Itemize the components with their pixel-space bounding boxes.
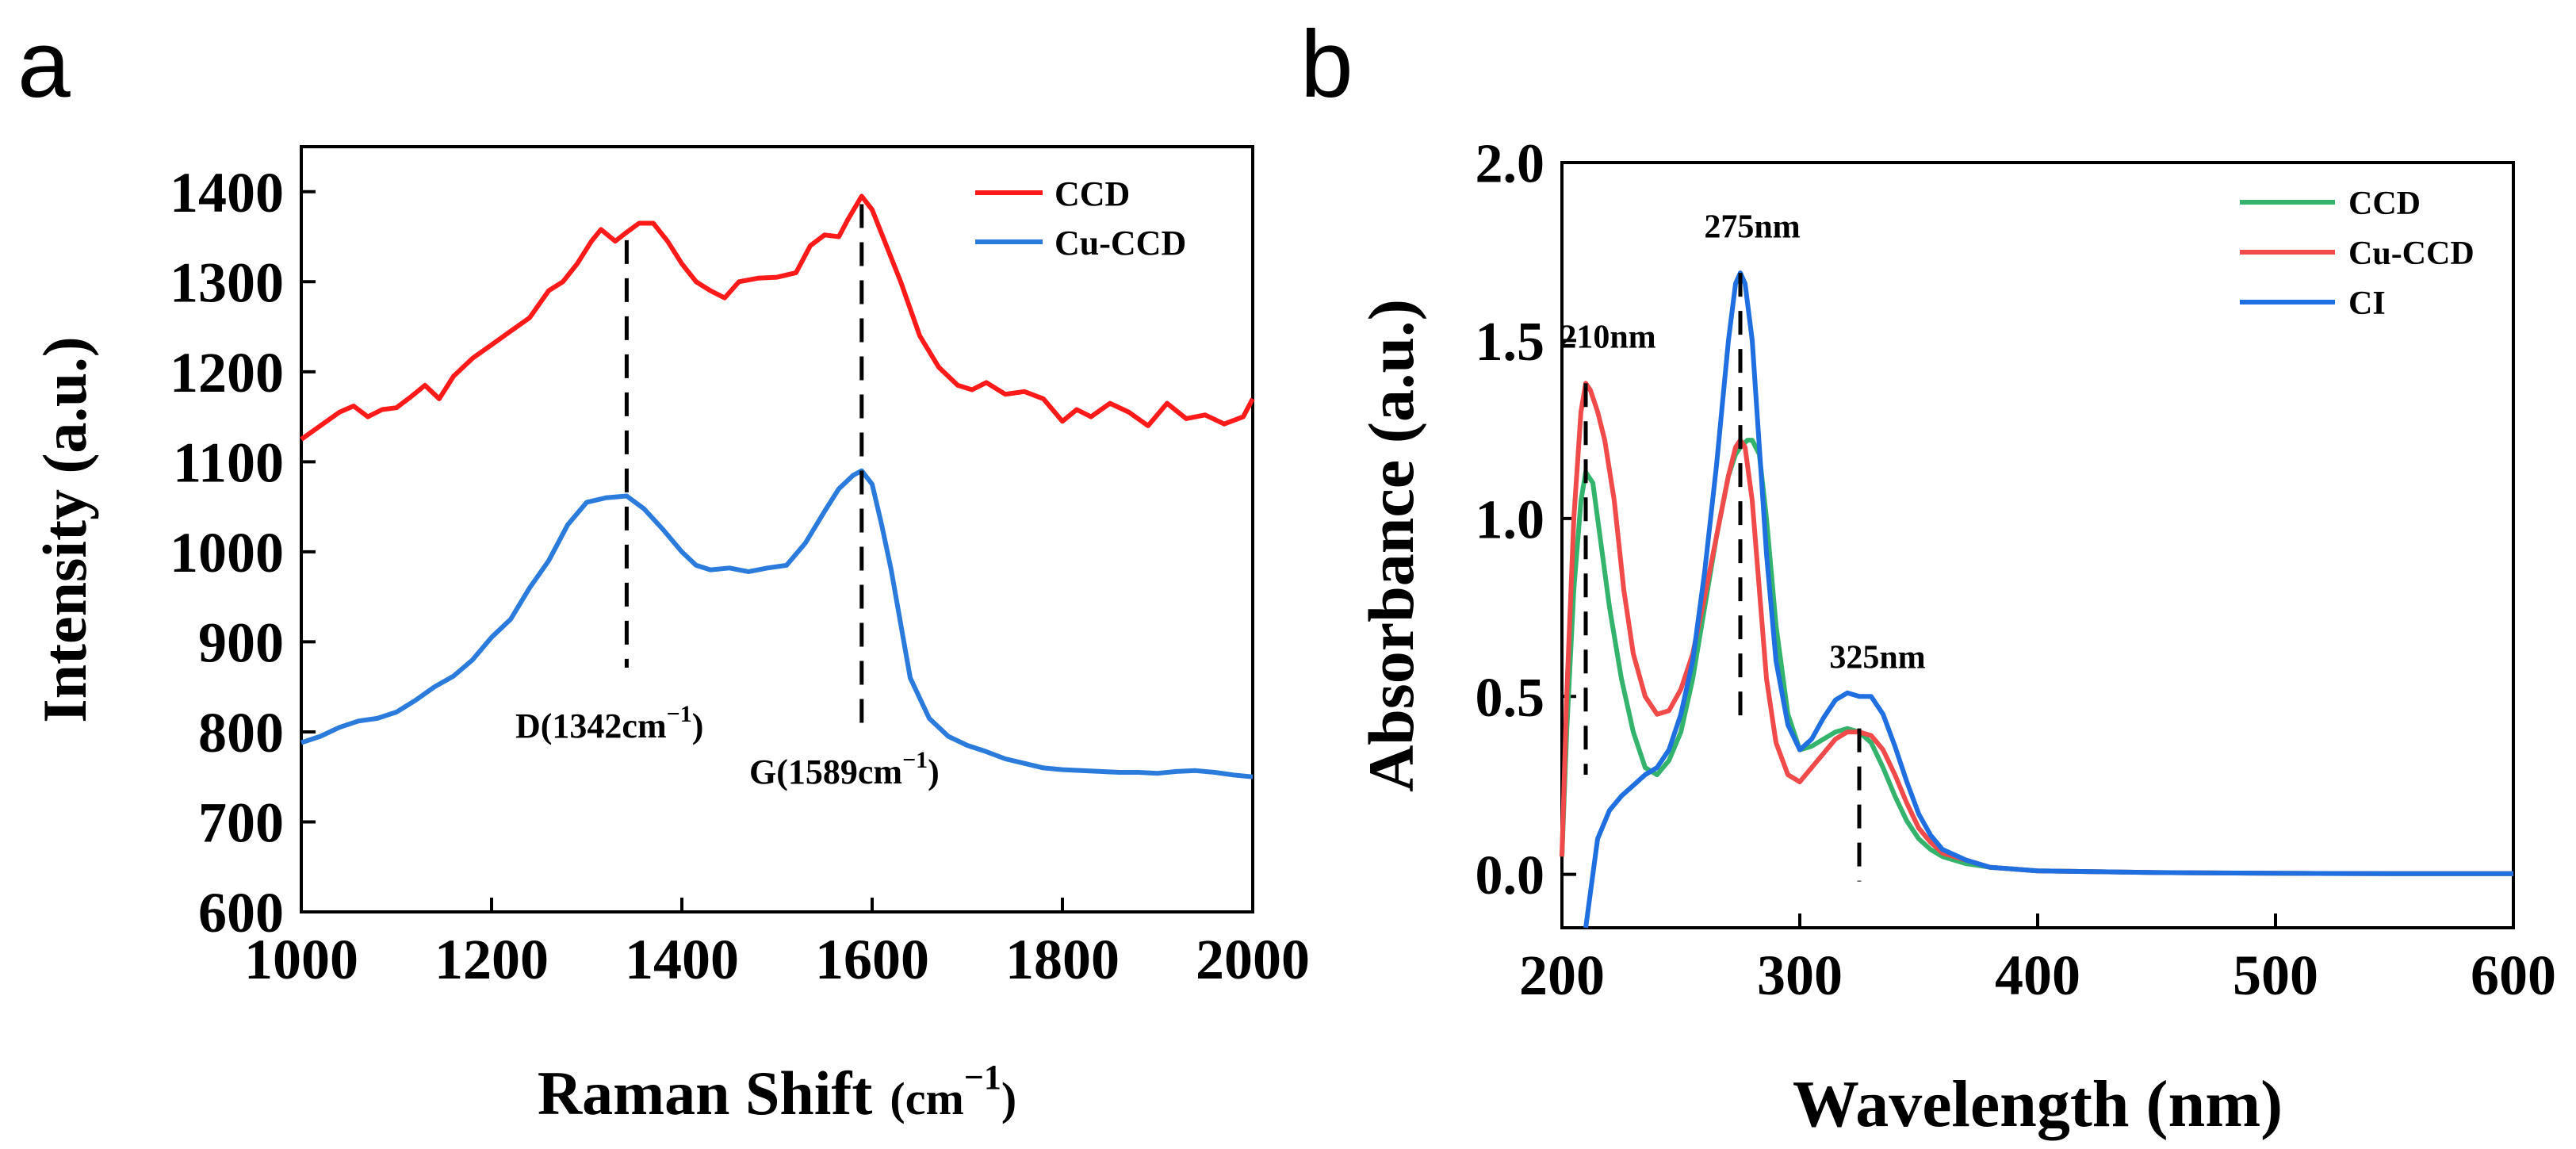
x-tick-label-b-2: 400 [1995,944,2080,1007]
y-tick-label-b-2: 1.0 [1476,489,1545,550]
axis-ticks-b: 200 300 400 500 600 0.0 0.5 1.0 1.5 2.0 [1476,134,2557,1008]
y-tick-label-b-4: 2.0 [1476,134,1545,195]
y-tick-label-b-3: 1.5 [1476,312,1545,373]
series-lines-b [1560,270,2513,929]
plot-frame-b [1560,161,2515,929]
y-tick-label-a-0: 600 [198,881,284,944]
panel-label-a: a [17,11,71,117]
annotations-b: 210nm 275nm 325nm [1560,209,1926,882]
x-axis-label-b: Wavelength (nm) [1793,1067,2283,1141]
y-tick-label-a-3: 900 [198,611,284,675]
x-tick-label-a-0: 1000 [244,928,358,991]
series-line-a-ccd [300,193,1255,442]
x-tick-label-b-1: 300 [1757,944,1843,1007]
x-axis-label-unit-close-a: ) [1001,1073,1016,1124]
series-line-b-ccd [1560,438,2513,876]
annotations-a: D(1342cm−1) G(1589cm−1) [515,204,940,791]
series-line-b-ci [1583,270,2513,929]
y-tick-label-b-0: 0.0 [1476,845,1545,906]
y-tick-label-a-7: 1300 [170,251,284,314]
panel-a: a 1000 1200 1400 1600 1800 200060070080090010… [17,11,1310,1128]
peak-label-d: D(1342cm−1) [515,701,703,745]
peak-label-210nm: 210nm [1560,319,1655,355]
panel-label-b: b [1300,11,1353,117]
x-tick-label-a-2: 1400 [625,928,739,991]
legend-label-cuccd-b: Cu-CCD [2348,236,2475,272]
series-line-a-cu-ccd [300,468,1254,779]
x-tick-label-a-3: 1600 [815,928,929,991]
y-axis-label-a: Intensity (a.u.) [30,336,99,723]
legend-label-ccd-b: CCD [2348,186,2421,222]
legend-b: CCD Cu-CCD CI [2240,186,2475,322]
y-tick-label-a-4: 1000 [170,521,284,584]
x-axis-label-unit-a: (cm [890,1073,963,1124]
x-axis-label-unit-exp-a: −1 [964,1058,1001,1097]
x-tick-label-a-5: 2000 [1196,928,1310,991]
legend-label-cuccd-a: Cu-CCD [1055,224,1186,262]
peak-label-g: G(1589cm−1) [749,747,940,791]
panel-b: b 200 300 400 500 600 0.0 0.5 1.0 1.5 2.0 210nm 27… [1300,11,2556,1141]
legend-a: CCD Cu-CCD [975,174,1186,262]
y-tick-label-a-1: 700 [198,791,284,855]
x-axis-label-a: Raman Shift (cm−1) [538,1058,1016,1128]
x-tick-label-b-0: 200 [1519,944,1605,1007]
y-tick-label-a-5: 1100 [173,431,284,495]
x-axis-label-text-a: Raman Shift [538,1059,873,1128]
legend-label-ci-b: CI [2348,285,2386,322]
peak-label-325nm: 325nm [1829,639,1925,676]
series-lines-a [300,193,1255,779]
axis-ticks-a: 1000 1200 1400 1600 1800 2000 600 700 800 900 1000… [170,161,1310,991]
x-tick-label-b-3: 500 [2233,944,2318,1007]
x-tick-label-a-4: 1800 [1005,928,1120,991]
y-tick-label-a-2: 800 [198,701,284,764]
legend-label-ccd-a: CCD [1055,174,1130,213]
series-line-b-cu-ccd [1560,381,2513,876]
y-tick-label-a-8: 1400 [170,161,284,224]
x-tick-label-b-4: 600 [2471,944,2556,1007]
peak-label-275nm: 275nm [1704,209,1800,245]
y-tick-label-b-1: 0.5 [1476,668,1545,729]
y-tick-label-a-6: 1200 [170,341,284,404]
y-axis-label-b: Absorbance (a.u.) [1355,299,1427,792]
plot-frame-a [300,145,1254,913]
x-tick-label-a-1: 1200 [434,928,549,991]
